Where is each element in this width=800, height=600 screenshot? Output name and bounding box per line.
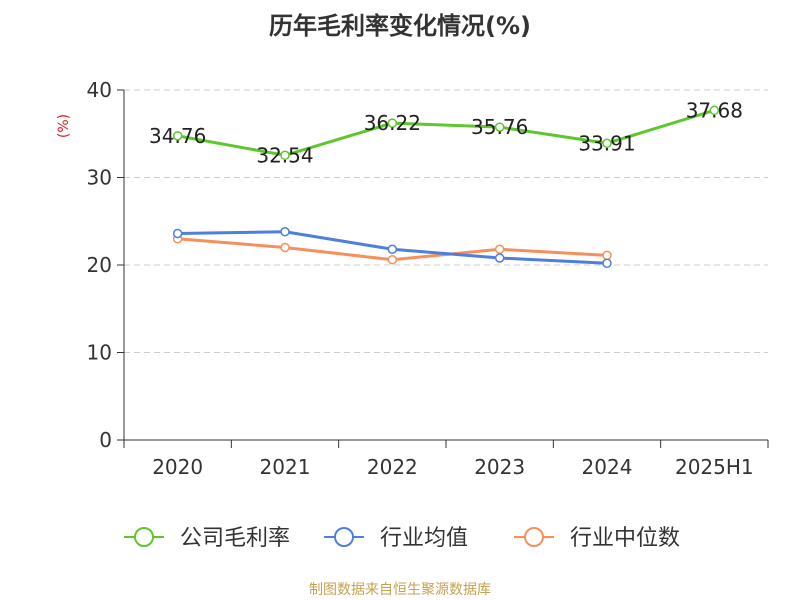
legend-label: 行业均值 bbox=[380, 526, 468, 551]
y-axis-label: (%) bbox=[56, 114, 72, 138]
series-line bbox=[177, 108, 715, 157]
data-point bbox=[602, 258, 612, 268]
legend-label: 公司毛利率 bbox=[180, 526, 290, 551]
axes: 0 10 20 30 40 (%) 2020 2021 2022 2023 2024 2025H1 bbox=[56, 78, 769, 479]
x-tick-label: 2025H1 bbox=[675, 455, 754, 479]
data-point bbox=[602, 250, 612, 261]
x-tick-label: 2024 bbox=[582, 455, 633, 479]
data-label: 37.68 bbox=[686, 98, 743, 122]
data-point bbox=[709, 105, 720, 116]
data-label: 32.54 bbox=[256, 143, 313, 167]
x-tick-label: 2021 bbox=[260, 455, 311, 479]
x-tick-label: 2023 bbox=[474, 455, 525, 479]
x-tick-label: 2020 bbox=[152, 455, 203, 479]
data-point bbox=[494, 244, 505, 254]
source-note: 制图数据来自恒生聚源数据库 bbox=[309, 582, 491, 598]
data-point bbox=[280, 227, 290, 237]
chart-title: 历年毛利率变化情况(%) bbox=[269, 12, 531, 40]
data-label: 36.22 bbox=[364, 111, 421, 135]
grid-lines bbox=[124, 89, 768, 353]
data-point bbox=[494, 253, 505, 263]
legend: 公司毛利率 行业均值 行业中位数 bbox=[124, 526, 680, 551]
data-point bbox=[280, 150, 290, 161]
data-label: 35.76 bbox=[471, 115, 528, 139]
legend-marker bbox=[524, 527, 544, 547]
legend-marker bbox=[134, 527, 154, 547]
y-tick-label: 40 bbox=[87, 78, 112, 102]
y-tick-label: 20 bbox=[87, 253, 112, 277]
x-tick-label: 2022 bbox=[367, 455, 418, 479]
data-point bbox=[602, 138, 612, 149]
data-point bbox=[280, 242, 290, 253]
data-point bbox=[387, 255, 398, 265]
data-point bbox=[172, 131, 183, 141]
y-tick-label: 0 bbox=[99, 428, 112, 452]
y-tick-label: 30 bbox=[87, 166, 112, 190]
series-lines bbox=[172, 105, 720, 268]
data-point bbox=[387, 244, 398, 254]
data-point bbox=[494, 122, 505, 132]
data-label: 34.76 bbox=[149, 124, 206, 148]
data-point bbox=[172, 228, 183, 239]
data-point bbox=[387, 118, 398, 128]
data-label: 33.91 bbox=[578, 131, 635, 155]
legend-marker bbox=[334, 527, 354, 547]
y-tick-label: 10 bbox=[87, 341, 112, 365]
legend-label: 行业中位数 bbox=[570, 526, 680, 551]
data-labels: 34.76 32.54 36.22 35.76 33.91 37.68 bbox=[149, 98, 743, 167]
